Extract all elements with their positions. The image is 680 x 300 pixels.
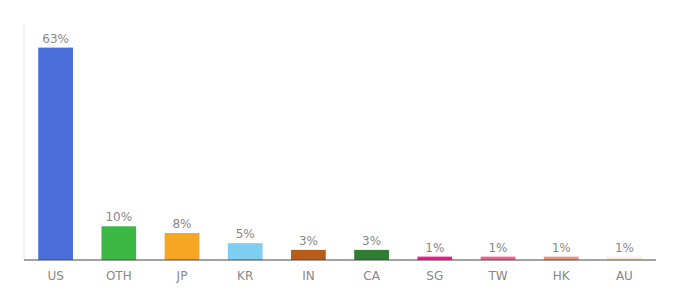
- bar: [607, 257, 642, 260]
- data-label: 1%: [425, 241, 444, 255]
- data-label: 3%: [362, 234, 381, 248]
- data-labels: 63% 10% 8% 5% 3% 3% 1% 1% 1% 1%: [42, 32, 634, 255]
- bar: [544, 257, 579, 260]
- data-label: 10%: [105, 210, 132, 224]
- data-label: 1%: [615, 241, 634, 255]
- x-axis-line: [24, 260, 656, 261]
- data-label: 3%: [299, 234, 318, 248]
- bar: [417, 257, 452, 260]
- data-label: 8%: [172, 217, 191, 231]
- data-label: 5%: [236, 227, 255, 241]
- data-label: 1%: [488, 241, 507, 255]
- y-axis-line: [24, 24, 25, 260]
- bar: [228, 243, 263, 260]
- x-tick-labels: US OTH JP KR IN CA SG TW HK AU: [47, 269, 633, 283]
- x-tick-label: IN: [302, 269, 315, 283]
- x-tick-label: TW: [487, 269, 507, 283]
- bar: [38, 48, 73, 260]
- x-tick-label: US: [47, 269, 63, 283]
- data-label: 1%: [552, 241, 571, 255]
- x-tick-label: SG: [426, 269, 443, 283]
- bars: [38, 48, 642, 260]
- chart-svg: 63% 10% 8% 5% 3% 3% 1% 1% 1% 1% US OTH JP KR IN CA SG TW H…: [0, 0, 680, 300]
- x-tick-label: OTH: [106, 269, 132, 283]
- x-tick-label: JP: [176, 269, 188, 283]
- chart-container: 63% 10% 8% 5% 3% 3% 1% 1% 1% 1% US OTH JP KR IN CA SG TW H…: [0, 0, 680, 300]
- x-tick-label: HK: [553, 269, 571, 283]
- x-tick-label: KR: [237, 269, 253, 283]
- bar: [481, 257, 516, 260]
- x-tick-label: AU: [616, 269, 633, 283]
- x-tick-label: CA: [363, 269, 380, 283]
- bar: [354, 250, 389, 260]
- bar: [165, 233, 200, 260]
- bar: [291, 250, 326, 260]
- data-label: 63%: [42, 32, 69, 46]
- bar: [101, 226, 136, 260]
